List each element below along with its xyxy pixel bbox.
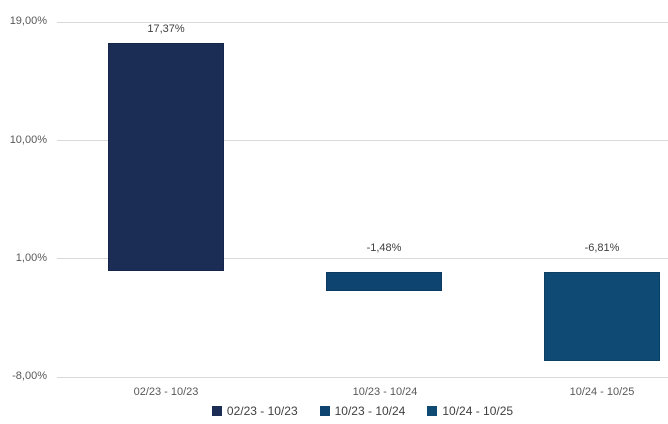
bar-02-23-10-23 <box>108 43 224 272</box>
y-axis-tick-label: 10,00% <box>9 133 47 146</box>
y-axis-tick-label: -8,00% <box>12 370 47 383</box>
data-label: -6,81% <box>584 241 620 254</box>
legend-label: 10/24 - 10/25 <box>442 404 514 418</box>
x-axis-category-label: 10/23 - 10/24 <box>352 386 418 398</box>
legend-swatch-icon <box>319 406 330 416</box>
y-axis-tick-label: 1,00% <box>15 251 47 264</box>
gridline-1pct <box>57 258 668 260</box>
gridline-neg8pct <box>57 376 668 378</box>
bar-10-23-10-24 <box>326 271 442 291</box>
legend-item: 10/24 - 10/25 <box>427 404 513 418</box>
legend-swatch-icon <box>211 406 222 416</box>
legend-label: 02/23 - 10/23 <box>226 404 298 418</box>
legend-item: 10/23 - 10/24 <box>319 404 406 418</box>
legend-label: 10/23 - 10/24 <box>334 404 406 418</box>
y-axis-tick-label: 19,00% <box>9 15 47 28</box>
data-label: -1,48% <box>366 241 402 254</box>
legend-swatch-icon <box>427 406 438 416</box>
gridline-10pct <box>57 140 668 142</box>
x-axis-category-label: 10/24 - 10/25 <box>569 386 635 398</box>
x-axis-category-label: 02/23 - 10/23 <box>133 386 199 398</box>
bar-10-24-10-25 <box>544 271 660 361</box>
data-label: 17,37% <box>147 23 185 36</box>
legend: 02/23 - 10/23 10/23 - 10/24 10/24 - 10/2… <box>57 403 668 419</box>
legend-item: 02/23 - 10/23 <box>211 404 298 418</box>
gridline-19pct <box>57 21 668 23</box>
